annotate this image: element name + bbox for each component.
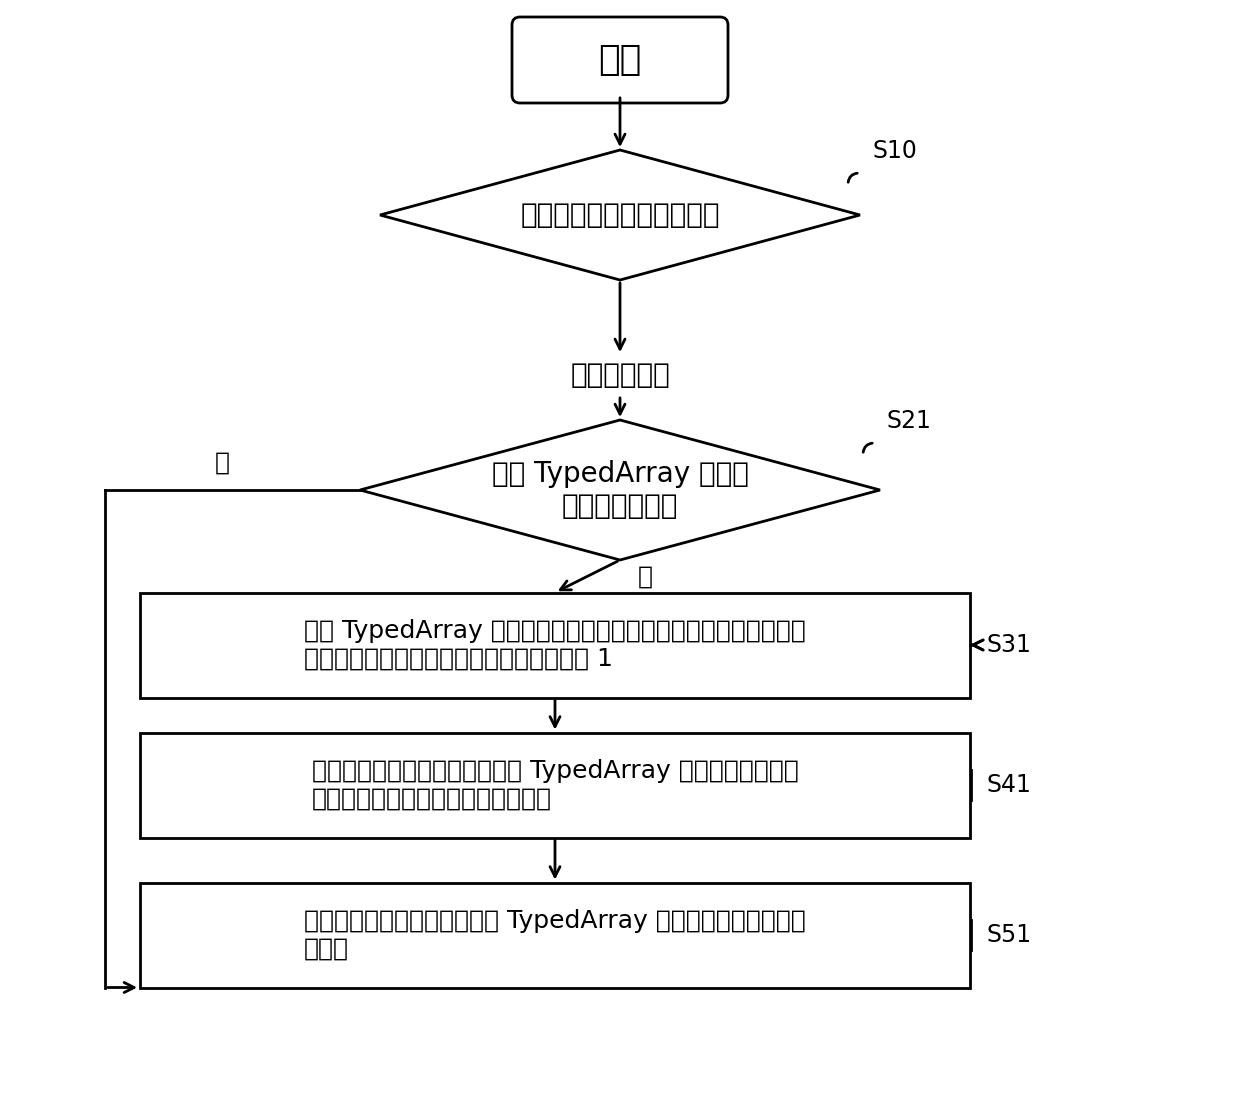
Text: S10: S10 [872,139,916,163]
Text: 否: 否 [215,451,229,475]
Bar [140,733,970,838]
Text: 判断当前所需内存管理类型: 判断当前所需内存管理类型 [521,201,719,229]
Text: S51: S51 [987,923,1032,947]
Text: 存入数据对象: 存入数据对象 [570,361,670,389]
Polygon shape [379,150,861,280]
Text: 将该数据对象的数据标识与其在 TypedArray 中存储的位置索引
关联关系存入预先创建的存储结构中: 将该数据对象的数据标识与其在 TypedArray 中存储的位置索引 关联关系存… [311,759,799,811]
Text: 判断 TypedArray 中是否
存在未存储空间: 判断 TypedArray 中是否 存在未存储空间 [491,460,749,520]
Text: S31: S31 [987,633,1032,657]
Text: S21: S21 [887,410,932,433]
Text: 是: 是 [639,564,653,588]
FancyBboxPatch shape [512,18,728,103]
Text: S41: S41 [987,773,1032,797]
Text: 根据 TypedArray 中的当前数据长度，按照存储顺序将该数据对象
存入一存储单元中，并将当前数据长度自增 1: 根据 TypedArray 中的当前数据长度，按照存储顺序将该数据对象 存入一存… [304,619,806,671]
Polygon shape [360,420,880,560]
Text: 开始: 开始 [599,43,641,77]
Bar [140,883,970,988]
Text: 在第一预设长度的基础上，对 TypedArray 扩展第二预设长度的存
储单元: 在第一预设长度的基础上，对 TypedArray 扩展第二预设长度的存 储单元 [304,909,806,961]
Bar [140,592,970,698]
